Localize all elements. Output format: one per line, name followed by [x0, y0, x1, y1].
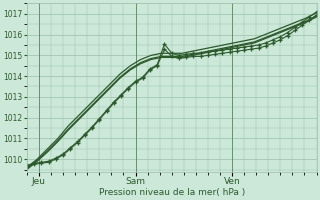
X-axis label: Pression niveau de la mer( hPa ): Pression niveau de la mer( hPa ): [99, 188, 245, 197]
